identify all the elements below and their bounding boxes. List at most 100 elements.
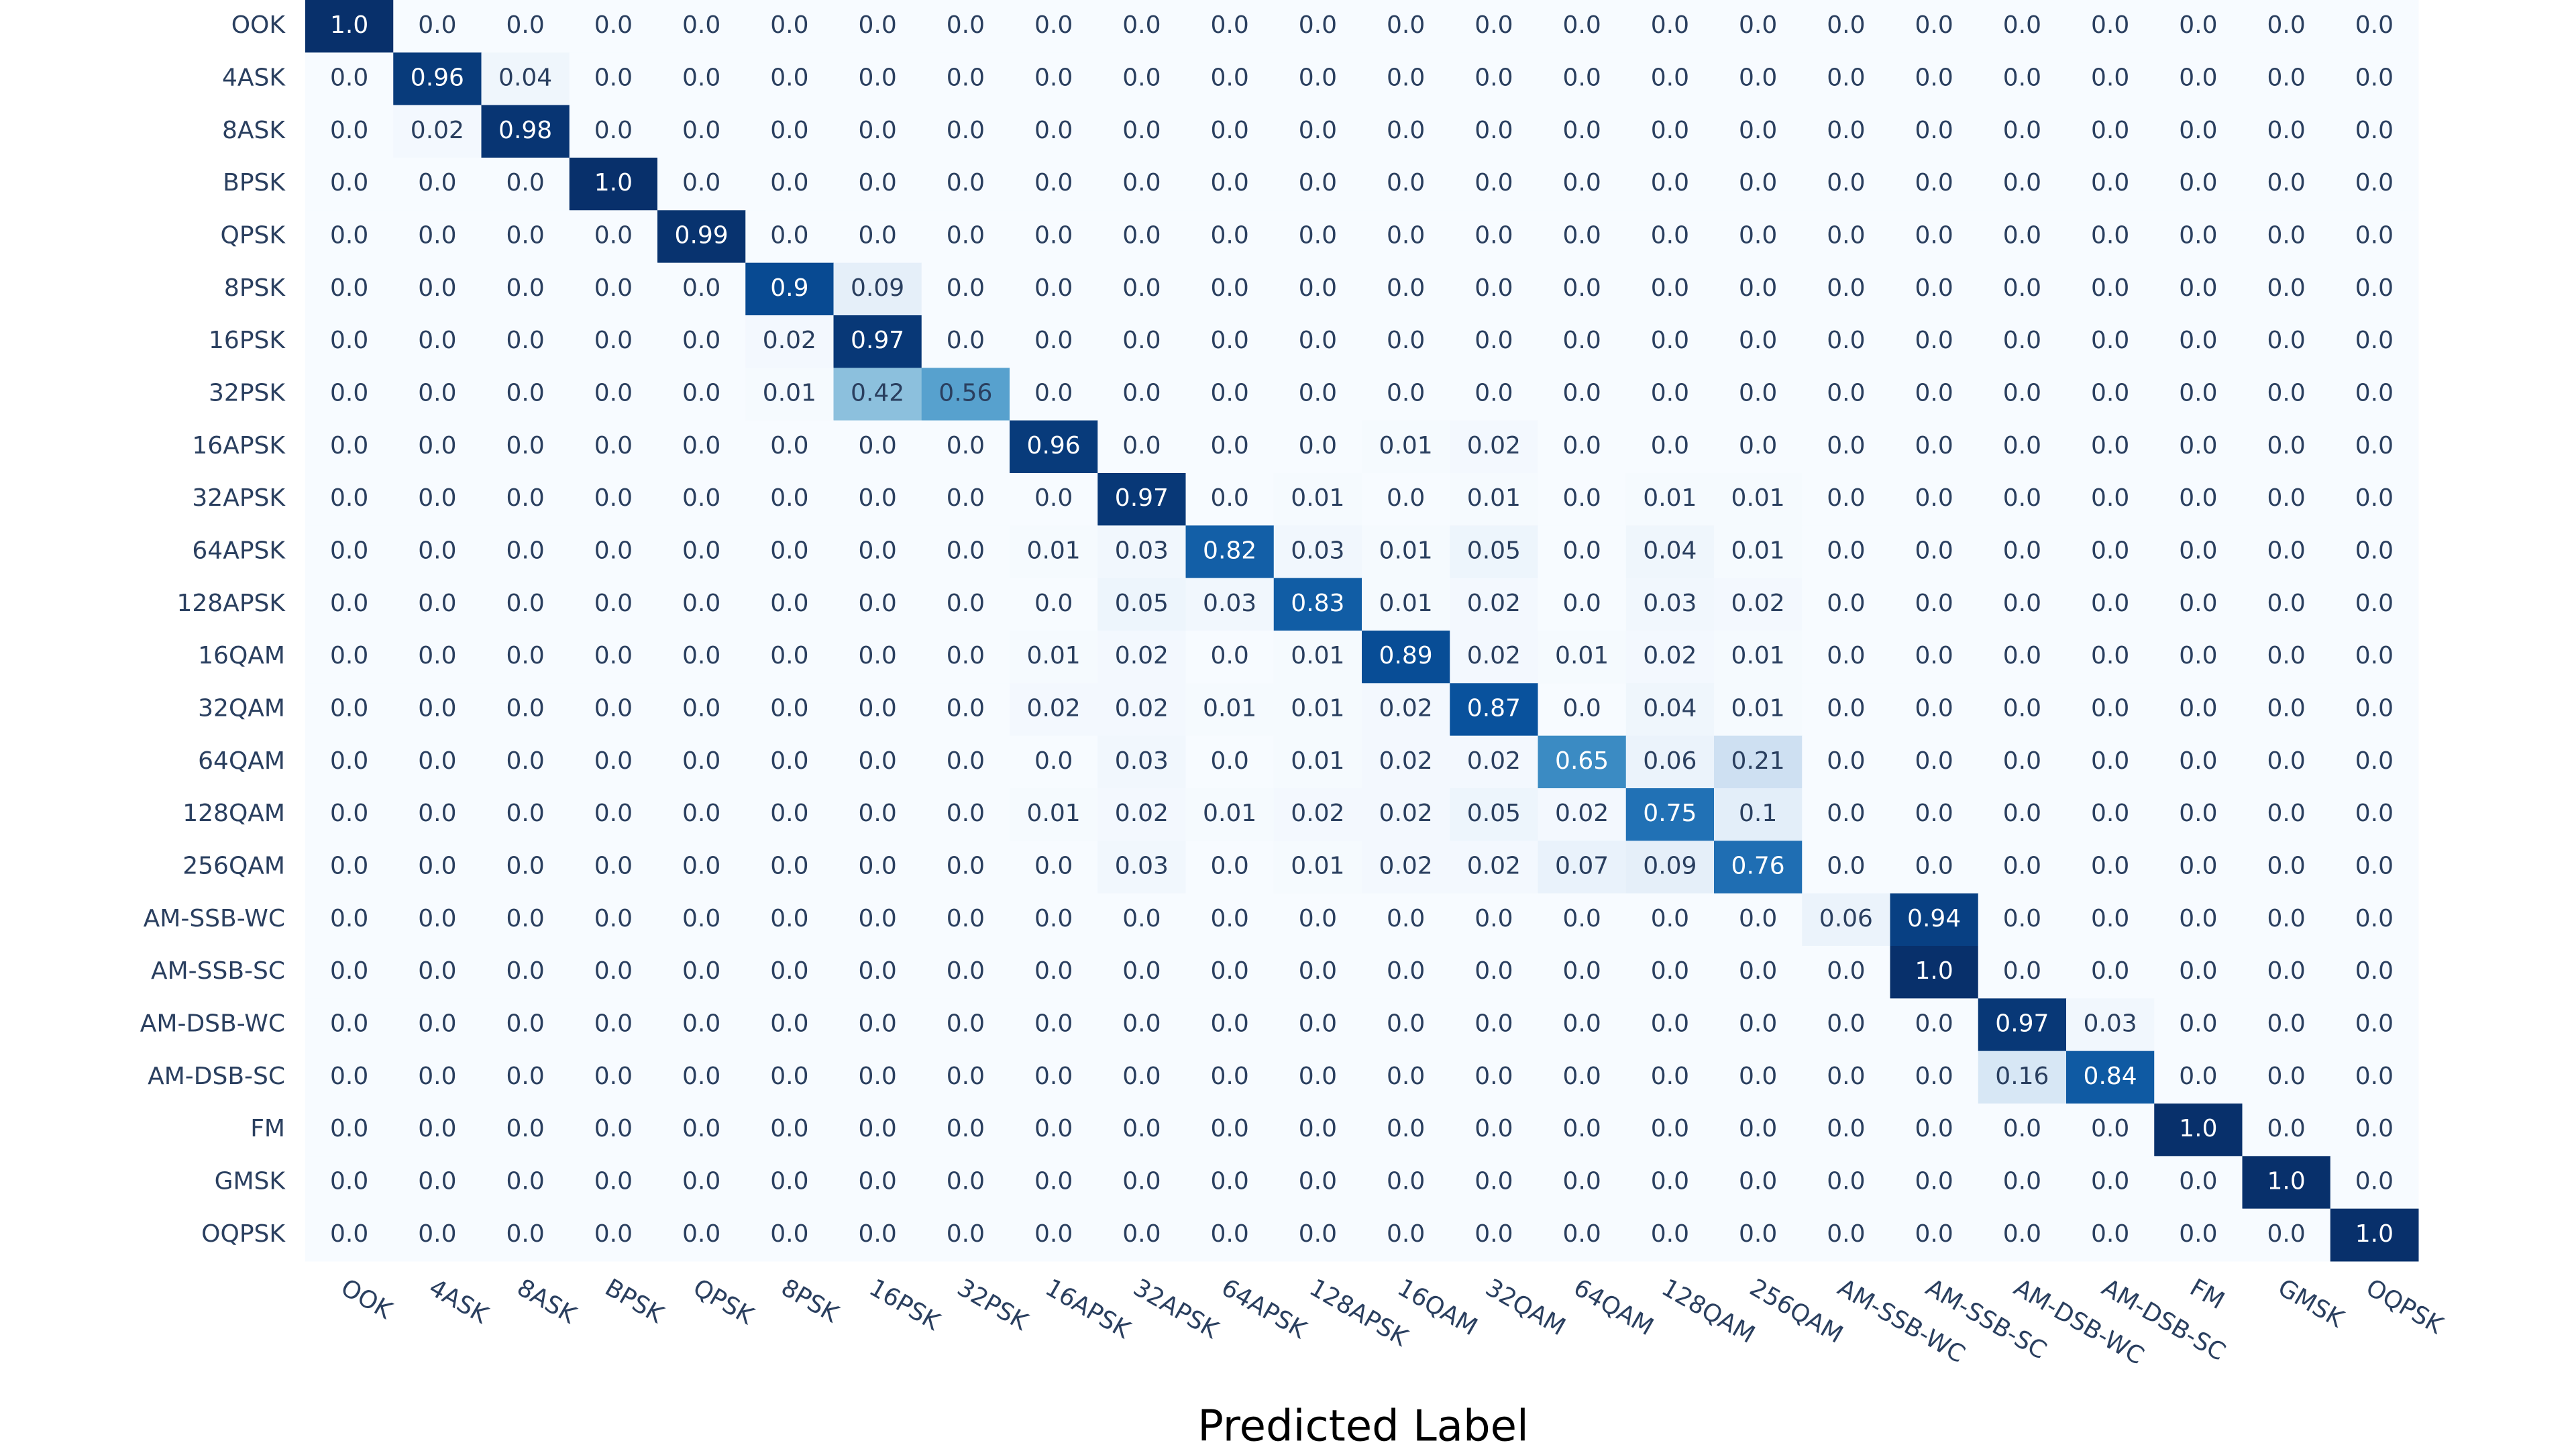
heatmap-cell (1362, 1051, 1450, 1104)
y-tick-label: 8PSK (224, 274, 286, 302)
heatmap-cell (1362, 1104, 1450, 1157)
heatmap-cell (1714, 893, 1803, 947)
cell-label: 0.03 (1203, 590, 1256, 617)
heatmap-cell (2154, 210, 2243, 264)
cell-label: 0.0 (858, 64, 896, 92)
heatmap-cell (1185, 735, 1275, 789)
cell-label: 0.0 (1827, 1010, 1865, 1038)
cell-label: 0.0 (1915, 1220, 1953, 1248)
y-tick-label: 32PSK (209, 380, 286, 407)
heatmap-cell (657, 735, 746, 789)
cell-label: 0.0 (1827, 222, 1865, 250)
cell-label: 0.0 (1827, 853, 1865, 880)
cell-label: 0.0 (1387, 327, 1425, 354)
cell-label: 0.0 (1915, 590, 1953, 617)
y-tick-label: 16APSK (192, 432, 286, 460)
heatmap-cell (1978, 315, 2067, 368)
cell-label: 0.0 (1299, 64, 1337, 92)
heatmap-cell (745, 210, 834, 264)
cell-label: 0.0 (858, 800, 896, 827)
heatmap-cell (1625, 0, 1715, 53)
cell-label: 0.0 (594, 957, 633, 985)
heatmap-cell (1890, 841, 1979, 894)
heatmap-cell (2330, 420, 2419, 474)
heatmap-cell (393, 525, 482, 579)
heatmap-cell (2154, 998, 2243, 1052)
cell-label: 0.0 (506, 957, 544, 985)
heatmap-cell (1185, 1208, 1275, 1262)
cell-label: 0.0 (330, 1220, 368, 1248)
cell-label: 0.0 (1651, 169, 1689, 197)
heatmap-cell (2066, 735, 2155, 789)
cell-label: 0.0 (947, 695, 985, 722)
cell-label: 0.0 (330, 432, 368, 460)
cell-label: 0.0 (1034, 1063, 1073, 1090)
heatmap-cell (393, 0, 482, 53)
cell-label: 0.0 (1387, 117, 1425, 144)
heatmap-cell (569, 525, 658, 579)
cell-label: 0.0 (1387, 11, 1425, 39)
heatmap-cell (481, 788, 570, 841)
cell-label: 0.0 (1210, 380, 1248, 407)
cell-label: 0.0 (1562, 1220, 1601, 1248)
heatmap-cell (1978, 998, 2067, 1052)
cell-label: 0.03 (1115, 853, 1169, 880)
cell-label: 0.0 (2003, 747, 2041, 775)
heatmap-cell (921, 1208, 1010, 1262)
cell-label: 0.0 (330, 642, 368, 669)
cell-label: 0.0 (2267, 695, 2305, 722)
cell-label: 1.0 (594, 169, 633, 197)
y-tick-label: 64QAM (198, 747, 285, 775)
heatmap-cell (745, 315, 834, 368)
cell-label: 0.0 (1739, 905, 1777, 932)
heatmap-cell (1450, 1156, 1538, 1210)
heatmap-cell (2154, 420, 2243, 474)
heatmap-cell (2154, 52, 2243, 106)
cell-label: 0.0 (1651, 222, 1689, 250)
heatmap-cell (2154, 631, 2243, 684)
heatmap-cell (1978, 210, 2067, 264)
heatmap-cell (2242, 631, 2331, 684)
heatmap-cell (1362, 525, 1450, 579)
heatmap-cell (2154, 1051, 2243, 1104)
cell-label: 1.0 (1915, 957, 1953, 985)
cell-label: 0.0 (2091, 274, 2129, 302)
heatmap-cell (1714, 683, 1803, 737)
cell-label: 0.0 (1034, 1168, 1073, 1195)
heatmap-cell (1978, 631, 2067, 684)
heatmap-cell (921, 631, 1010, 684)
cell-label: 0.0 (1122, 1063, 1161, 1090)
cell-label: 0.0 (682, 905, 720, 932)
heatmap-cell (1185, 1051, 1275, 1104)
heatmap-cell (833, 1104, 922, 1157)
heatmap-cell (2066, 1051, 2155, 1104)
cell-label: 0.0 (418, 590, 456, 617)
heatmap-cell (1010, 893, 1098, 947)
heatmap-cell (1450, 683, 1538, 737)
cell-label: 0.0 (1210, 64, 1248, 92)
cell-label: 0.0 (2179, 695, 2217, 722)
cell-label: 0.07 (1555, 853, 1609, 880)
cell-label: 0.0 (858, 169, 896, 197)
cell-label: 0.0 (506, 905, 544, 932)
cell-label: 0.0 (1562, 905, 1601, 932)
cell-label: 0.0 (1210, 484, 1248, 512)
heatmap-cell (1450, 1208, 1538, 1262)
heatmap-cell (745, 1051, 834, 1104)
heatmap-cell (1890, 0, 1979, 53)
cell-label: 0.0 (770, 642, 808, 669)
cell-label: 0.0 (506, 695, 544, 722)
heatmap-cell (1538, 631, 1627, 684)
cell-label: 0.0 (2267, 484, 2305, 512)
heatmap-cell (2066, 998, 2155, 1052)
cell-label: 0.0 (682, 1220, 720, 1248)
cell-label: 0.0 (2091, 695, 2129, 722)
heatmap-cell (393, 1156, 482, 1210)
heatmap-cell (569, 420, 658, 474)
cell-label: 0.0 (1915, 380, 1953, 407)
cell-label: 0.0 (2003, 380, 2041, 407)
heatmap-cell (1273, 893, 1362, 947)
heatmap-cell (481, 735, 570, 789)
cell-label: 0.0 (1739, 1115, 1777, 1142)
cell-label: 0.98 (498, 117, 552, 144)
